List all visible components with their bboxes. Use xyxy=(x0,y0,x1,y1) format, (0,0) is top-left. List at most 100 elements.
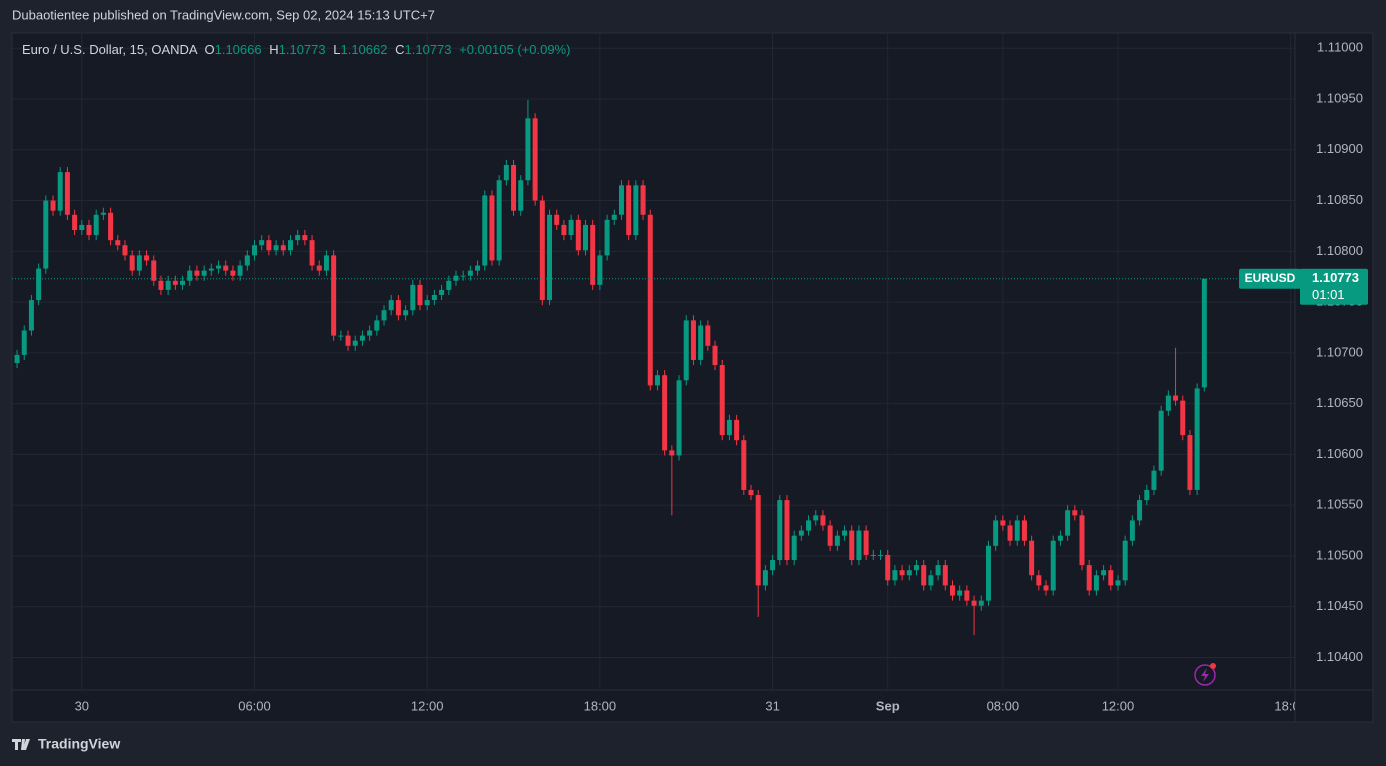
y-tick-label: 1.10700 xyxy=(1316,344,1363,359)
icon-ring xyxy=(1194,664,1216,686)
candle-body xyxy=(626,185,632,236)
logo-mark xyxy=(12,739,30,750)
candle-body xyxy=(496,180,502,261)
candle-body xyxy=(1180,400,1186,436)
time-labels: 30 06:00 12:00 18:00 31 Sep 08:00 12:00 18:00 xyxy=(75,698,1295,713)
candle-body xyxy=(50,200,56,211)
candle-body xyxy=(856,530,862,561)
candle-body xyxy=(410,284,416,311)
candle-body xyxy=(1065,510,1071,536)
candle-body xyxy=(446,280,452,290)
candle-body xyxy=(748,489,754,496)
candle-body xyxy=(712,345,718,366)
candle-body xyxy=(719,365,725,436)
candle-body xyxy=(842,530,848,536)
candle-body xyxy=(475,265,481,271)
candle-body xyxy=(230,270,236,276)
candle-body xyxy=(518,180,524,211)
symbol-tag: EURUSD xyxy=(1245,271,1296,285)
candle-body xyxy=(1158,410,1164,471)
y-tick-label: 1.10900 xyxy=(1316,141,1363,156)
candle-body xyxy=(115,240,121,246)
candle-body xyxy=(849,530,855,561)
candle-body xyxy=(1101,570,1107,576)
candle-body xyxy=(237,265,243,276)
candle-body xyxy=(244,255,250,266)
candle-body xyxy=(302,235,308,241)
candle-body xyxy=(309,240,315,266)
candle-body xyxy=(374,320,380,331)
candle-body xyxy=(1093,575,1099,591)
candle-body xyxy=(403,310,409,316)
candle-body xyxy=(928,575,934,586)
candle-body xyxy=(611,214,617,220)
candle-body xyxy=(705,325,711,346)
y-tick-label: 1.10850 xyxy=(1316,192,1363,207)
candle-body xyxy=(820,515,826,526)
chart-frame xyxy=(11,32,1374,723)
candle-body xyxy=(921,565,927,586)
candle-body xyxy=(525,118,531,181)
candle-body xyxy=(79,224,85,230)
candle-body xyxy=(151,260,157,281)
candle-body xyxy=(338,335,344,337)
candle-body xyxy=(777,500,783,561)
candle-body xyxy=(36,268,42,301)
candle-body xyxy=(323,255,329,271)
candle-body xyxy=(1108,570,1114,586)
candle-body xyxy=(698,325,704,360)
candle-body xyxy=(762,570,768,586)
countdown: 01:01 xyxy=(1312,287,1345,302)
candle-body xyxy=(863,530,869,555)
lightning-icon xyxy=(1194,663,1216,686)
candle-body xyxy=(352,340,358,346)
candle-body xyxy=(28,300,34,331)
c-label: C xyxy=(395,42,404,57)
y-tick-label: 1.10600 xyxy=(1316,446,1363,461)
candle-body xyxy=(964,590,970,601)
candle-body xyxy=(906,570,912,576)
candle-body xyxy=(770,560,776,571)
candle-body xyxy=(381,310,387,321)
candle-body xyxy=(1014,520,1020,541)
candle-body xyxy=(503,165,509,181)
candle-body xyxy=(331,255,337,336)
brand: TradingView xyxy=(38,736,120,752)
candle-body xyxy=(72,214,78,230)
candle-body xyxy=(878,554,884,556)
candle-body xyxy=(892,570,898,581)
candle-body xyxy=(1072,510,1078,516)
candle-body xyxy=(316,265,322,271)
candle-body xyxy=(957,590,963,596)
icon-bolt xyxy=(1201,668,1209,682)
candle-body xyxy=(1144,489,1150,501)
candle-body xyxy=(899,570,905,576)
candle-body xyxy=(223,265,229,271)
candle-body xyxy=(662,375,668,451)
y-tick-label: 1.10400 xyxy=(1316,649,1363,664)
candle-body xyxy=(813,515,819,521)
candle-body xyxy=(1137,500,1143,521)
candle-body xyxy=(532,118,538,201)
candle-body xyxy=(1007,525,1013,541)
y-tick-label: 1.11000 xyxy=(1317,40,1363,55)
candle-body xyxy=(798,530,804,536)
candle-body xyxy=(208,268,214,271)
candle-body xyxy=(942,565,948,586)
candle-body xyxy=(597,255,603,285)
candle-body xyxy=(194,270,200,276)
candle-body xyxy=(482,195,488,266)
candle-body xyxy=(21,330,27,355)
x-tick-label: 06:00 xyxy=(238,698,271,713)
candle-body xyxy=(1165,395,1171,411)
candle-body xyxy=(180,280,186,285)
candle-body xyxy=(575,219,581,251)
candle-body xyxy=(1129,520,1135,541)
candle-body xyxy=(367,330,373,336)
candle-body xyxy=(144,255,150,261)
y-tick-label: 1.10950 xyxy=(1316,90,1363,105)
o-label: O xyxy=(204,42,214,57)
candle-body xyxy=(1029,540,1035,576)
